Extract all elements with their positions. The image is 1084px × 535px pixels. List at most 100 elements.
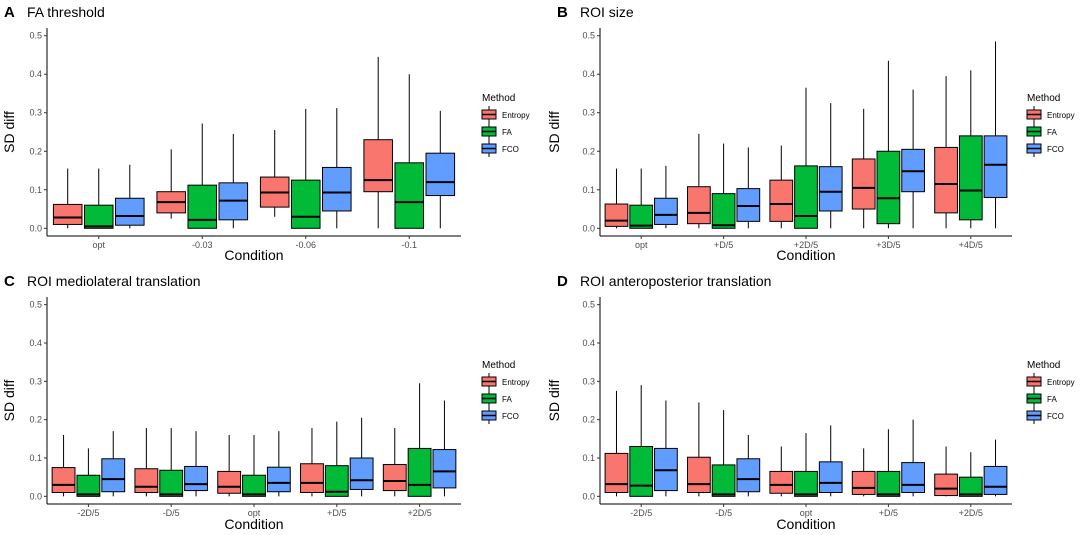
box-fco — [425, 152, 456, 197]
box-entropy — [604, 452, 629, 493]
panel-title: FA threshold — [27, 4, 105, 20]
box-fco — [266, 466, 291, 493]
box-entropy — [382, 464, 407, 492]
x-tick-label: opt — [635, 240, 648, 250]
y-tick-label: 0.4 — [582, 69, 595, 79]
box-fco — [432, 449, 457, 489]
legend-label: Entropy — [502, 111, 530, 120]
y-tick-label: 0.1 — [29, 185, 42, 195]
box-fa — [629, 204, 654, 229]
box-fco — [115, 197, 145, 226]
x-tick-label: +2D/5 — [959, 508, 983, 518]
box-fa — [159, 469, 184, 497]
x-axis-title: Condition — [224, 247, 283, 263]
panel-C: C ROI mediolateral translation 0.0 0.1 0.2 0.… — [1, 273, 530, 532]
y-tick-label: 0.1 — [582, 185, 595, 195]
box-entropy — [934, 146, 958, 214]
panel-B: B ROI size 0.0 0.1 0.2 0.3 0.4 0.5 SD diff Condit… — [546, 4, 1075, 263]
y-axis-title: SD diff — [546, 111, 562, 153]
box-fco — [983, 135, 1008, 198]
box-entropy — [769, 470, 794, 494]
x-tick-label: -D/5 — [715, 508, 732, 518]
y-tick-label: 0.1 — [582, 453, 595, 463]
legend-label: FA — [1047, 395, 1057, 404]
x-tick-label: +D/5 — [879, 508, 898, 518]
x-tick-label: +2D/5 — [407, 508, 431, 518]
box-fa — [711, 193, 736, 229]
box-fa — [290, 179, 321, 229]
y-tick-label: 0.3 — [29, 108, 42, 118]
x-tick-label: -0.03 — [192, 240, 213, 250]
y-tick-label: 0.0 — [582, 491, 595, 501]
box-fco — [101, 458, 126, 493]
box-entropy — [217, 470, 242, 494]
y-axis-title: SD diff — [1, 111, 17, 153]
x-tick-label: -2D/5 — [630, 508, 652, 518]
box-entropy — [363, 139, 393, 193]
x-tick-label: +3D/5 — [876, 240, 900, 250]
box-fa — [794, 470, 818, 497]
x-tick-label: -D/5 — [163, 508, 180, 518]
box-entropy — [604, 203, 629, 227]
box-fa — [711, 464, 736, 497]
x-axis-title: Condition — [776, 247, 835, 263]
panel-A: A FA threshold 0.0 0.1 0.2 0.3 0.4 0.5 SD diff Co… — [1, 4, 530, 263]
box-entropy — [300, 463, 324, 493]
legend-label: FCO — [1047, 412, 1064, 421]
legend-label: Entropy — [1047, 111, 1075, 120]
y-tick-label: 0.4 — [29, 338, 42, 348]
y-tick-label: 0.0 — [582, 223, 595, 233]
box-fco — [322, 166, 352, 212]
legend-label: FA — [502, 128, 512, 137]
y-tick-label: 0.5 — [582, 31, 595, 41]
y-tick-label: 0.4 — [29, 69, 42, 79]
y-tick-label: 0.3 — [582, 108, 595, 118]
box-entropy — [687, 186, 711, 225]
legend-title: Method — [482, 93, 515, 104]
legend-title: Method — [1027, 93, 1060, 104]
panel-letter: C — [4, 273, 15, 290]
legend-title: Method — [482, 360, 515, 371]
box-entropy — [51, 467, 76, 494]
box-fco — [818, 166, 843, 212]
panel-title: ROI mediolateral translation — [27, 273, 201, 289]
box-fa — [242, 474, 266, 497]
box-entropy — [851, 158, 876, 210]
panel-letter: D — [557, 273, 568, 290]
panel-title: ROI anteroposterior translation — [580, 273, 771, 289]
y-axis-title: SD diff — [1, 380, 17, 422]
y-axis-title: SD diff — [546, 380, 562, 422]
box-fco — [983, 465, 1008, 495]
x-tick-label: opt — [92, 240, 105, 250]
x-tick-label: +4D/5 — [959, 240, 983, 250]
y-tick-label: 0.1 — [29, 453, 42, 463]
box-fco — [349, 457, 374, 490]
box-entropy — [934, 473, 958, 497]
y-tick-label: 0.2 — [29, 415, 42, 425]
y-tick-label: 0.4 — [582, 338, 595, 348]
box-entropy — [687, 456, 711, 494]
box-entropy — [134, 468, 159, 494]
y-tick-label: 0.5 — [582, 300, 595, 310]
box-fco — [184, 465, 208, 492]
y-tick-label: 0.5 — [29, 300, 42, 310]
panel-title: ROI size — [580, 4, 634, 20]
x-tick-label: +D/5 — [714, 240, 733, 250]
box-fa — [394, 162, 425, 229]
x-axis-title: Condition — [776, 516, 835, 532]
legend-label: FCO — [1047, 145, 1064, 154]
x-axis-title: Condition — [224, 516, 283, 532]
box-entropy — [851, 470, 876, 495]
box-fa — [324, 465, 349, 497]
box-entropy — [769, 179, 794, 222]
y-tick-label: 0.3 — [582, 376, 595, 386]
x-tick-label: opt — [248, 508, 261, 518]
box-fa — [83, 204, 114, 229]
x-tick-label: -0.06 — [295, 240, 316, 250]
box-fa — [876, 470, 901, 497]
legend-label: FCO — [502, 412, 519, 421]
panel-D: D ROI anteroposterior translation 0.0 0.1 0.… — [546, 273, 1075, 532]
box-fa — [187, 184, 218, 229]
panel-letter: B — [557, 4, 568, 21]
